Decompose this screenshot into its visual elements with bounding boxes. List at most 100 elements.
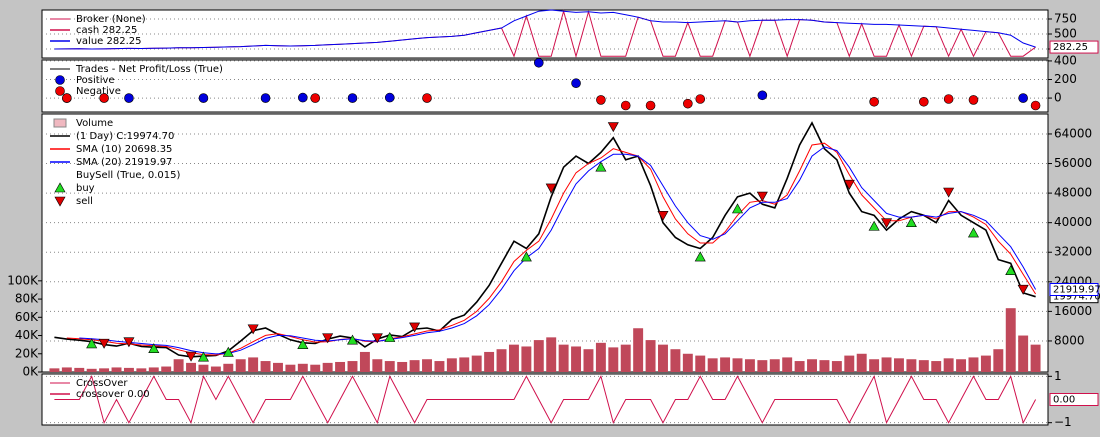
volume-bar [161, 366, 172, 372]
trade-dot [596, 95, 606, 105]
volume-bar [397, 361, 408, 372]
volume-bar [446, 358, 457, 372]
volume-bar [508, 344, 519, 372]
buy-marker [197, 351, 209, 362]
sell-marker [1017, 284, 1029, 295]
volume-bar [484, 351, 495, 372]
sell-marker [185, 351, 197, 362]
volume-bar [595, 342, 606, 372]
volume-bar [1030, 344, 1041, 372]
volume-bar [744, 359, 755, 372]
y2-tick-label: 60K [15, 310, 39, 324]
volume-bar [422, 359, 432, 372]
volume-bar [658, 344, 668, 372]
legend-label: value 282.25 [76, 36, 141, 47]
panel [41, 9, 1049, 59]
y-tick-label: 400 [1054, 53, 1077, 67]
sell-marker [657, 210, 669, 221]
y-tick-label: 750 [1054, 12, 1077, 26]
trade-dot [968, 95, 979, 105]
volume-bar [993, 349, 1004, 372]
y2-tick-label: 40K [15, 328, 39, 342]
volume-bar [980, 355, 991, 372]
buy-marker [967, 227, 979, 238]
volume-bar [1005, 308, 1016, 372]
volume-bar [645, 340, 656, 372]
trade-dot [869, 96, 879, 107]
volume-bar [893, 358, 904, 372]
volume-bar [260, 361, 271, 372]
volume-bar [335, 361, 346, 372]
volume-bar [794, 361, 805, 372]
trade-dot [1030, 100, 1041, 111]
volume-bar [459, 357, 470, 372]
sell-marker [545, 183, 557, 194]
volume-bar [359, 351, 370, 372]
volume-bar [1018, 335, 1029, 372]
legend-icon [54, 182, 66, 193]
y-tick-label: 8000 [1054, 333, 1085, 347]
y2-tick-label: 80K [15, 292, 39, 306]
y-tick-label: 16000 [1054, 304, 1092, 318]
volume-bar [471, 355, 482, 372]
volume-bar [918, 360, 929, 372]
buy-marker [1005, 265, 1017, 276]
y-tick-label: 56000 [1054, 156, 1092, 170]
sell-marker [98, 338, 110, 349]
volume-bar [968, 357, 979, 372]
panel [41, 59, 1049, 113]
volume-bar [720, 357, 731, 372]
volume-bar [583, 349, 594, 372]
legend-title: Broker (None) [76, 14, 146, 25]
volume-bar [210, 366, 221, 372]
volume-bar [173, 359, 184, 372]
y-tick-label: 32000 [1054, 245, 1092, 259]
sell-marker [409, 322, 421, 333]
panel [41, 113, 1049, 373]
volume-bar [956, 359, 967, 372]
series-line [79, 146, 1037, 355]
last-value-box [1049, 393, 1099, 406]
volume-bar [682, 353, 693, 372]
trade-dot [943, 94, 954, 104]
volume-bar [608, 347, 619, 372]
y2-tick-label: 100K [7, 273, 39, 287]
buy-marker [346, 334, 359, 345]
trade-dot [260, 93, 271, 103]
volume-bar [633, 328, 644, 372]
legend-icon [55, 86, 65, 96]
trade-dot [919, 96, 929, 107]
volume-bar [695, 355, 706, 372]
sell-marker [843, 179, 855, 190]
legend-label: buy [76, 183, 95, 194]
buy-marker [694, 251, 706, 262]
y-tick-label: −1 [1054, 415, 1072, 429]
buy-marker [520, 251, 532, 262]
buy-marker [384, 332, 396, 342]
trade-dot [347, 93, 358, 103]
y-tick-label: 500 [1054, 27, 1077, 41]
volume-bar [521, 346, 532, 372]
volume-bar [61, 367, 72, 372]
volume-bar [86, 368, 97, 372]
trade-dot [298, 92, 308, 103]
legend-label: SMA (20) 21919.97 [76, 157, 172, 168]
volume-bar [782, 357, 793, 372]
trade-dot [620, 100, 631, 111]
buy-marker [148, 343, 160, 354]
volume-bar [248, 357, 259, 372]
sell-marker [247, 324, 259, 335]
volume-bar [732, 358, 743, 372]
volume-bar [931, 361, 942, 372]
legend-group: BuySell (True, 0.015) [76, 170, 180, 181]
trade-dot [757, 90, 768, 101]
volume-bar [807, 359, 817, 372]
volume-bar [235, 359, 246, 372]
volume-bar [757, 360, 768, 372]
volume-bar [372, 359, 383, 372]
volume-bar [943, 358, 954, 372]
y-tick-label: 1 [1054, 369, 1062, 383]
volume-bar [273, 362, 283, 372]
last-value-box [1049, 40, 1099, 54]
